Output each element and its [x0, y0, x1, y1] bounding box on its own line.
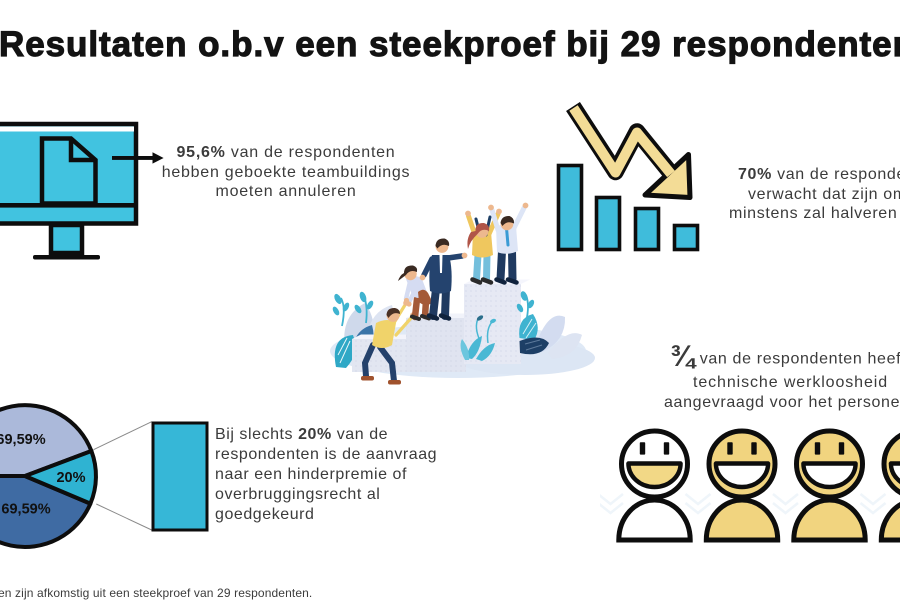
svg-text:69,59%: 69,59% [1, 502, 50, 518]
svg-text:20%: 20% [56, 470, 85, 486]
svg-text:69,59%: 69,59% [0, 432, 46, 448]
